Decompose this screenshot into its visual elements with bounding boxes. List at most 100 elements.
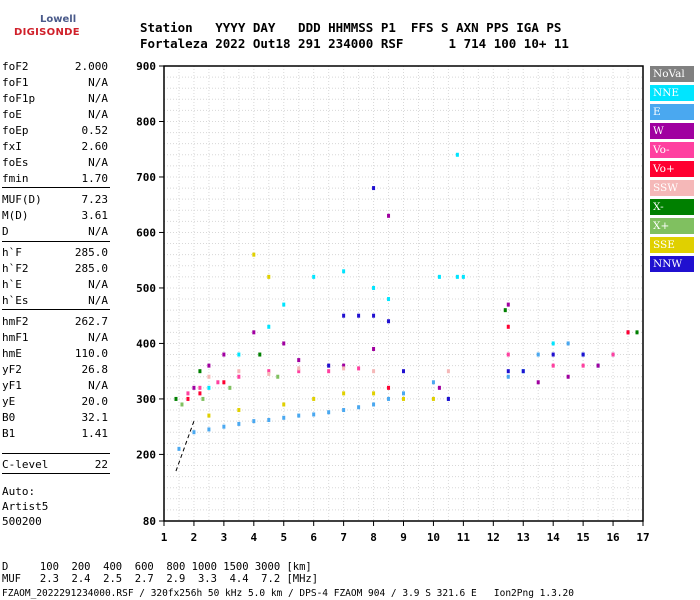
echo-point bbox=[446, 396, 450, 401]
echo-point bbox=[437, 385, 441, 390]
echo-point bbox=[372, 285, 376, 290]
param-value: 32.1 bbox=[81, 411, 109, 424]
x-tick-label: 10 bbox=[427, 531, 440, 544]
footer-info: FZAOM_2022291234000.RSF / 320fx256h 50 k… bbox=[2, 588, 574, 599]
echo-point bbox=[387, 396, 391, 401]
echo-point bbox=[342, 408, 346, 413]
echo-point bbox=[402, 391, 405, 396]
y-tick-label: 700 bbox=[136, 171, 156, 184]
x-tick-label: 16 bbox=[606, 531, 620, 544]
x-tick-label: 14 bbox=[547, 531, 561, 544]
x-tick-label: 4 bbox=[251, 531, 258, 544]
echo-point bbox=[506, 352, 510, 357]
echo-point bbox=[174, 396, 178, 401]
param-row: foEp 0.52 bbox=[2, 124, 108, 140]
param-row: yE 20.0 bbox=[2, 395, 108, 411]
echo-point bbox=[581, 363, 585, 368]
param-name: fmin bbox=[2, 172, 29, 185]
echo-point bbox=[342, 391, 346, 396]
param-row: yF1 N/A bbox=[2, 379, 108, 395]
echo-point bbox=[198, 369, 202, 374]
logo-lowell: Lowell bbox=[40, 14, 77, 25]
echo-point bbox=[566, 374, 570, 379]
echo-point bbox=[267, 369, 271, 374]
echo-point bbox=[207, 427, 211, 432]
param-row: foE N/A bbox=[2, 108, 108, 124]
echo-point bbox=[455, 274, 459, 279]
echo-point bbox=[198, 391, 202, 396]
x-tick-label: 3 bbox=[221, 531, 228, 544]
param-value: 285.0 bbox=[74, 262, 108, 275]
echo-point bbox=[372, 369, 376, 374]
echo-point bbox=[387, 319, 391, 324]
echo-point bbox=[216, 380, 220, 385]
echo-point bbox=[357, 405, 361, 410]
x-tick-label: 2 bbox=[191, 531, 198, 544]
echo-point bbox=[635, 330, 639, 335]
param-name: D bbox=[2, 225, 9, 238]
param-name: foF1 bbox=[2, 76, 29, 89]
echo-point bbox=[177, 446, 181, 451]
y-tick-label: 500 bbox=[136, 282, 156, 295]
echo-point bbox=[626, 330, 630, 335]
param-name: hmE bbox=[2, 347, 22, 360]
echo-point bbox=[387, 385, 391, 390]
echo-point bbox=[297, 413, 301, 418]
footer-muf-line: MUF 2.3 2.4 2.5 2.7 2.9 3.3 4.4 7.2 [MHz… bbox=[2, 573, 319, 585]
param-value: N/A bbox=[88, 294, 108, 307]
echo-point bbox=[258, 352, 262, 357]
echo-point bbox=[446, 369, 450, 374]
echo-point bbox=[536, 352, 540, 357]
param-value: 2.000 bbox=[74, 60, 108, 73]
echo-point bbox=[431, 396, 435, 401]
param-value: N/A bbox=[88, 331, 108, 344]
param-row: C-level 22 bbox=[2, 458, 108, 474]
param-value: 20.0 bbox=[81, 395, 109, 408]
x-tick-label: 11 bbox=[457, 531, 471, 544]
param-value: 22 bbox=[94, 458, 108, 471]
echo-point bbox=[237, 374, 241, 379]
echo-point bbox=[282, 415, 286, 420]
param-row: foF1p N/A bbox=[2, 92, 108, 108]
param-name: fxI bbox=[2, 140, 22, 153]
param-name: h`Es bbox=[2, 294, 29, 307]
echo-point bbox=[267, 274, 271, 279]
legend-item-e: E bbox=[650, 104, 694, 120]
echo-point bbox=[372, 313, 376, 318]
legend-item-ssw: SSW bbox=[650, 180, 694, 196]
y-tick-label: 80 bbox=[143, 515, 156, 528]
echo-point bbox=[186, 396, 190, 401]
separator bbox=[2, 241, 110, 242]
echo-point bbox=[207, 374, 211, 379]
echo-point bbox=[342, 313, 346, 318]
echo-point bbox=[222, 352, 226, 357]
echo-point bbox=[402, 369, 405, 374]
legend-item-vo-: Vo- bbox=[650, 142, 694, 158]
echo-point bbox=[201, 396, 205, 401]
echo-point bbox=[252, 330, 256, 335]
echo-point bbox=[180, 402, 184, 407]
param-row: hmF2 262.7 bbox=[2, 315, 108, 331]
param-row: foEs N/A bbox=[2, 156, 108, 172]
legend-item-x-: X+ bbox=[650, 218, 694, 234]
echo-point bbox=[455, 152, 459, 157]
echo-point bbox=[506, 369, 510, 374]
param-value: 110.0 bbox=[74, 347, 108, 360]
x-tick-label: 1 bbox=[161, 531, 168, 544]
y-tick-label: 300 bbox=[136, 393, 156, 406]
param-name: MUF(D) bbox=[2, 193, 42, 206]
param-value: 0.52 bbox=[81, 124, 109, 137]
param-name: foEs bbox=[2, 156, 29, 169]
echo-point bbox=[207, 413, 211, 418]
param-row: fxI 2.60 bbox=[2, 140, 108, 156]
param-value: 26.8 bbox=[81, 363, 109, 376]
param-value: N/A bbox=[88, 278, 108, 291]
y-tick-label: 200 bbox=[136, 448, 156, 461]
param-value: N/A bbox=[88, 379, 108, 392]
echo-point bbox=[237, 408, 241, 413]
param-name: C-level bbox=[2, 458, 49, 471]
param-row: D N/A bbox=[2, 225, 108, 241]
param-row: yF2 26.8 bbox=[2, 363, 108, 379]
echo-point bbox=[237, 369, 241, 374]
echo-point bbox=[282, 302, 286, 307]
